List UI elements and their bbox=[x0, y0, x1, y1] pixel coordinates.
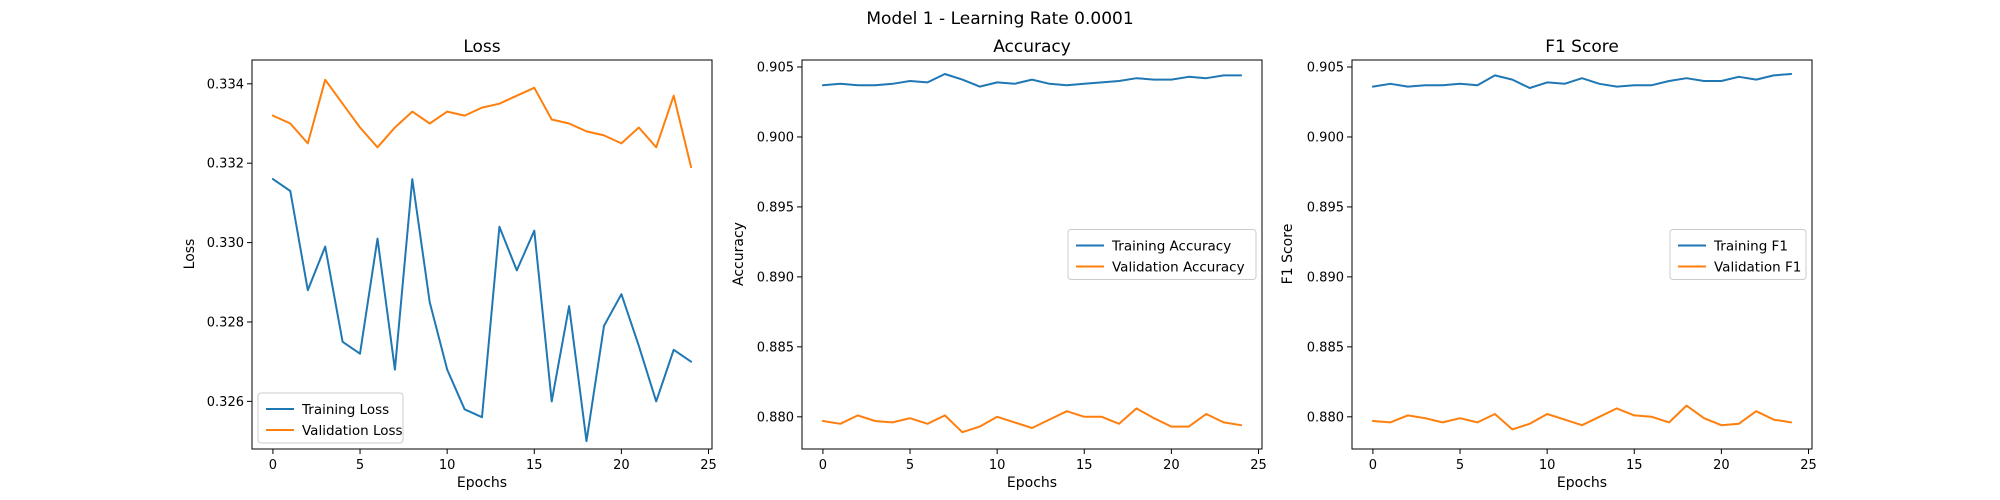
x-tick-label: 5 bbox=[906, 458, 914, 473]
legend-label: Validation F1 bbox=[1714, 260, 1801, 276]
y-axis-label: F1 Score bbox=[1280, 224, 1296, 285]
legend: Training F1 Validation F1 bbox=[1669, 229, 1807, 280]
y-tick-label: 0.905 bbox=[1307, 60, 1344, 75]
series-line-validation bbox=[821, 407, 1243, 434]
y-tick-label: 0.890 bbox=[757, 270, 794, 285]
y-axis-label: Loss bbox=[182, 239, 198, 270]
axes-frame bbox=[1351, 59, 1813, 450]
y-tick-label: 0.330 bbox=[207, 236, 244, 251]
series-line-validation bbox=[1371, 404, 1793, 431]
y-axis-label: Accuracy bbox=[731, 222, 747, 286]
y-tick-label: 0.900 bbox=[757, 130, 794, 145]
subplot-title: F1 Score bbox=[1545, 37, 1619, 57]
x-tick-label: 15 bbox=[1626, 458, 1643, 473]
y-tick-label: 0.880 bbox=[1307, 410, 1344, 425]
legend-label: Training F1 bbox=[1713, 239, 1788, 255]
x-tick-label: 20 bbox=[1163, 458, 1180, 473]
y-tick-label: 0.332 bbox=[207, 157, 244, 172]
y-tick-label: 0.880 bbox=[757, 410, 794, 425]
y-tick-label: 0.328 bbox=[207, 315, 244, 330]
y-tick-label: 0.895 bbox=[757, 200, 794, 215]
subplot-loss: Loss Epochs Loss 0 5 10 15 20 25 0.326 0.328 0.3… bbox=[182, 37, 717, 491]
legend: Training Loss Validation Loss bbox=[257, 392, 404, 444]
x-tick-label: 20 bbox=[1713, 458, 1730, 473]
subplot-title: Loss bbox=[463, 37, 500, 57]
y-tick-label: 0.905 bbox=[757, 60, 794, 75]
subplot-accuracy: Accuracy Epochs Accuracy 0 5 10 15 20 25 0.880… bbox=[731, 37, 1267, 491]
series-line-training bbox=[271, 178, 693, 443]
x-tick-label: 15 bbox=[1076, 458, 1093, 473]
x-tick-label: 25 bbox=[700, 458, 717, 473]
legend-label: Training Accuracy bbox=[1111, 239, 1231, 255]
plot-area: 0 5 10 15 20 25 0.880 0.885 0.890 0.895 0.900 0.905… bbox=[757, 59, 1267, 473]
legend: Training Accuracy Validation Accuracy bbox=[1067, 229, 1257, 280]
subplot-f1-score: F1 Score Epochs F1 Score 0 5 10 15 20 25 0.880… bbox=[1280, 37, 1817, 491]
x-tick-label: 25 bbox=[1800, 458, 1817, 473]
x-tick-label: 10 bbox=[439, 458, 456, 473]
axes-frame bbox=[251, 59, 713, 450]
y-tick-label: 0.885 bbox=[757, 340, 794, 355]
y-tick-label: 0.326 bbox=[207, 395, 244, 410]
y-tick-label: 0.895 bbox=[1307, 200, 1344, 215]
x-tick-label: 0 bbox=[819, 458, 827, 473]
subplot-title: Accuracy bbox=[993, 37, 1071, 57]
x-tick-label: 20 bbox=[613, 458, 630, 473]
x-tick-label: 15 bbox=[526, 458, 543, 473]
x-tick-label: 25 bbox=[1250, 458, 1267, 473]
y-tick-label: 0.900 bbox=[1307, 130, 1344, 145]
series-line-validation bbox=[271, 78, 693, 169]
x-axis-label: Epochs bbox=[1007, 475, 1057, 491]
x-tick-label: 5 bbox=[1456, 458, 1464, 473]
x-tick-label: 0 bbox=[1369, 458, 1377, 473]
x-axis-label: Epochs bbox=[457, 475, 507, 491]
legend-box bbox=[257, 392, 404, 444]
series-line-training bbox=[821, 73, 1243, 88]
x-tick-label: 5 bbox=[356, 458, 364, 473]
legend-label: Validation Accuracy bbox=[1112, 260, 1245, 276]
x-axis-label: Epochs bbox=[1557, 475, 1607, 491]
series-line-training bbox=[1371, 73, 1793, 89]
y-tick-label: 0.890 bbox=[1307, 270, 1344, 285]
x-tick-label: 10 bbox=[989, 458, 1006, 473]
axes-frame bbox=[801, 59, 1263, 450]
y-tick-label: 0.885 bbox=[1307, 340, 1344, 355]
legend-label: Training Loss bbox=[301, 402, 389, 418]
x-tick-label: 0 bbox=[269, 458, 277, 473]
x-tick-label: 10 bbox=[1539, 458, 1556, 473]
plot-area: 0 5 10 15 20 25 0.326 0.328 0.330 0.332 0.334 Train… bbox=[207, 59, 717, 473]
plot-area: 0 5 10 15 20 25 0.880 0.885 0.890 0.895 0.900 0.905… bbox=[1307, 59, 1817, 473]
legend-label: Validation Loss bbox=[302, 423, 403, 439]
legend-box bbox=[1067, 229, 1257, 280]
y-tick-label: 0.334 bbox=[207, 77, 244, 92]
figure-title: Model 1 - Learning Rate 0.0001 bbox=[866, 9, 1133, 29]
